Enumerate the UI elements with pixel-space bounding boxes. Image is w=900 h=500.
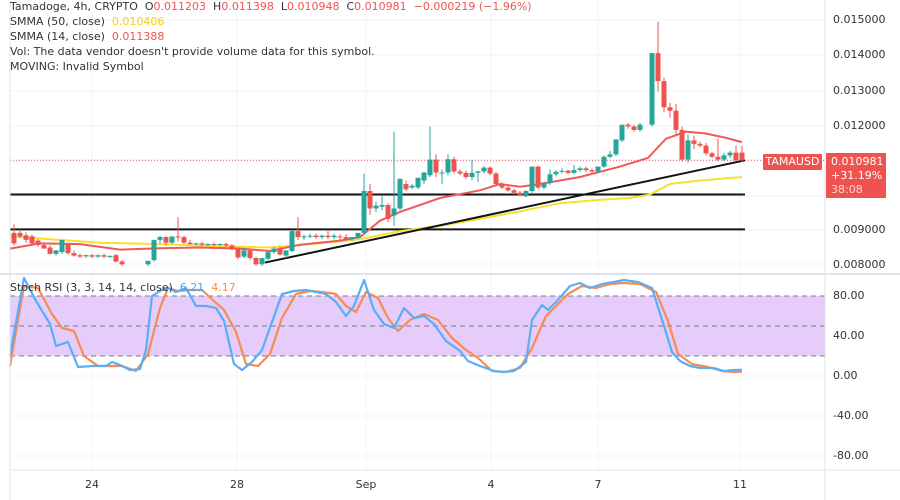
price-tick: 0.015000 [833,13,886,26]
time-tick: 28 [230,478,244,491]
moving-averages [9,130,743,253]
rsi-tick: 80.00 [833,289,865,302]
stoch-legend[interactable]: Stoch RSI (3, 3, 14, 14, close) 6.21 4.1… [10,280,236,295]
close-value: 0.010981 [354,0,407,13]
time-tick: 4 [487,478,495,491]
time-tick: 7 [594,478,602,491]
rsi-tick: 0.00 [833,369,858,382]
last-change-pct: +31.19% [831,169,883,182]
price-tick: 0.012000 [833,119,886,132]
smma50-row[interactable]: SMMA (50, close) 0.010406 [10,15,165,28]
smma14-row[interactable]: SMMA (14, close) 0.011388 [10,30,165,43]
rsi-tick: -40.00 [833,409,869,422]
low-value: 0.010948 [286,0,340,13]
stoch-label: Stoch RSI (3, 3, 14, 14, close) [10,281,173,294]
price-tick: 0.008000 [833,258,886,271]
price-tick: 0.014000 [833,48,886,61]
open-value: 0.011203 [153,0,207,13]
ohlc-row: Tamadoge, 4h, CRYPTO O0.011203 H0.011398… [10,0,532,13]
rsi-tick: 40.00 [833,329,865,342]
symbol-tag: TAMAUSD [763,154,822,170]
time-tick: 24 [85,478,99,491]
moving-row[interactable]: MOVING: Invalid Symbol [10,60,144,73]
time-tick: Sep [355,478,377,491]
stoch-d-value: 4.17 [211,281,236,294]
smma50-value: 0.010406 [111,15,165,28]
horizontal-levels [10,159,825,231]
bar-countdown: 38:08 [831,183,863,196]
time-tick: 11 [733,478,747,491]
symbol-line: Tamadoge, 4h, CRYPTO [10,0,138,13]
last-price: 0.010981 [831,155,884,168]
last-price-tag: 0.010981 +31.19% 38:08 [826,153,886,198]
stoch-rsi-band [10,295,825,357]
high-value: 0.011398 [221,0,274,13]
stoch-k-value: 6.21 [179,281,205,294]
stoch-rsi-lines [8,276,743,374]
volume-row[interactable]: Vol: The data vendor doesn't provide vol… [10,45,375,58]
candlesticks [11,21,745,267]
change-value: −0.000219 (−1.96%) [413,0,532,13]
rsi-tick: -80.00 [833,449,869,462]
smma14-value: 0.011388 [111,30,165,43]
price-tick: 0.013000 [833,84,886,97]
trendline[interactable] [264,159,746,264]
main-legend: Tamadoge, 4h, CRYPTO O0.011203 H0.011398… [10,0,532,74]
grid-lines [10,0,825,470]
price-tick: 0.009000 [833,223,886,236]
